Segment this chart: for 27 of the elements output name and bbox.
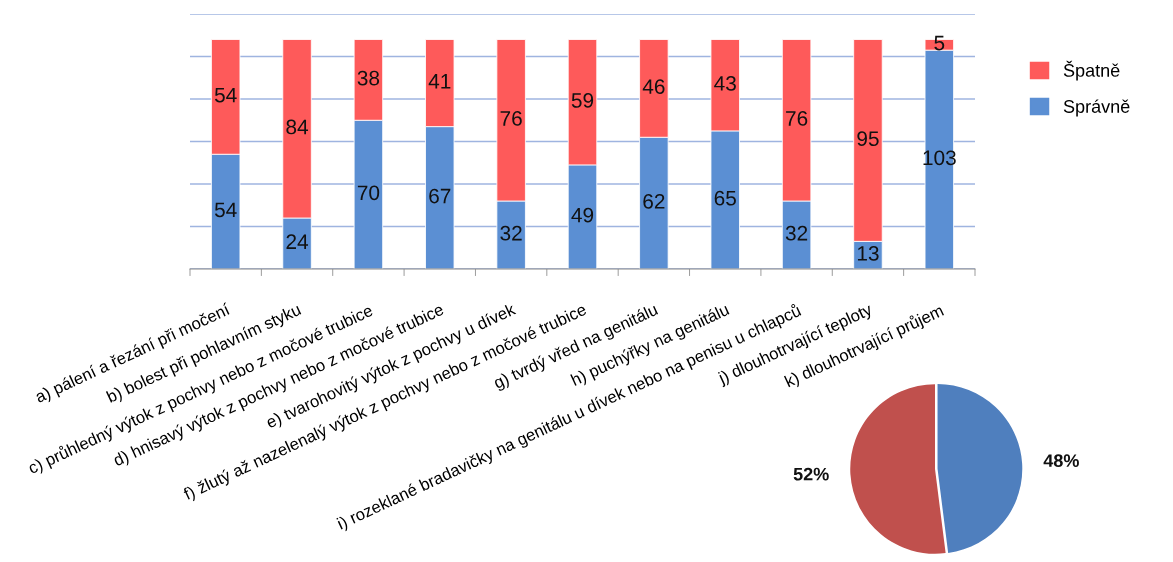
data-label: 32 [500, 225, 522, 241]
data-label: 84 [286, 119, 309, 135]
data-label: 70 [357, 185, 380, 201]
data-label: 5 [934, 35, 945, 51]
data-label: 48% [1043, 454, 1079, 468]
data-label: 76 [500, 111, 522, 126]
data-label: 52% [793, 467, 829, 481]
pie-slice [937, 384, 1023, 553]
data-label: 54 [214, 87, 237, 103]
data-label: 67 [429, 188, 451, 204]
data-label: 32 [785, 225, 808, 241]
data-label: 24 [286, 234, 309, 249]
data-label: 59 [571, 93, 594, 108]
data-label: 62 [643, 193, 665, 209]
legend-label: Špatně [1063, 60, 1120, 81]
data-label: 43 [714, 76, 736, 91]
data-label: 46 [642, 79, 665, 94]
data-label: 38 [357, 70, 380, 86]
data-label: 95 [857, 131, 879, 147]
data-label: 13 [857, 246, 879, 261]
data-label: 41 [428, 74, 451, 89]
data-label: 65 [714, 190, 736, 206]
data-label: 76 [786, 111, 808, 126]
data-label: 54 [214, 202, 237, 218]
data-label: 49 [571, 207, 594, 223]
pie-slice [850, 384, 946, 554]
legend-label: Správně [1063, 99, 1130, 117]
